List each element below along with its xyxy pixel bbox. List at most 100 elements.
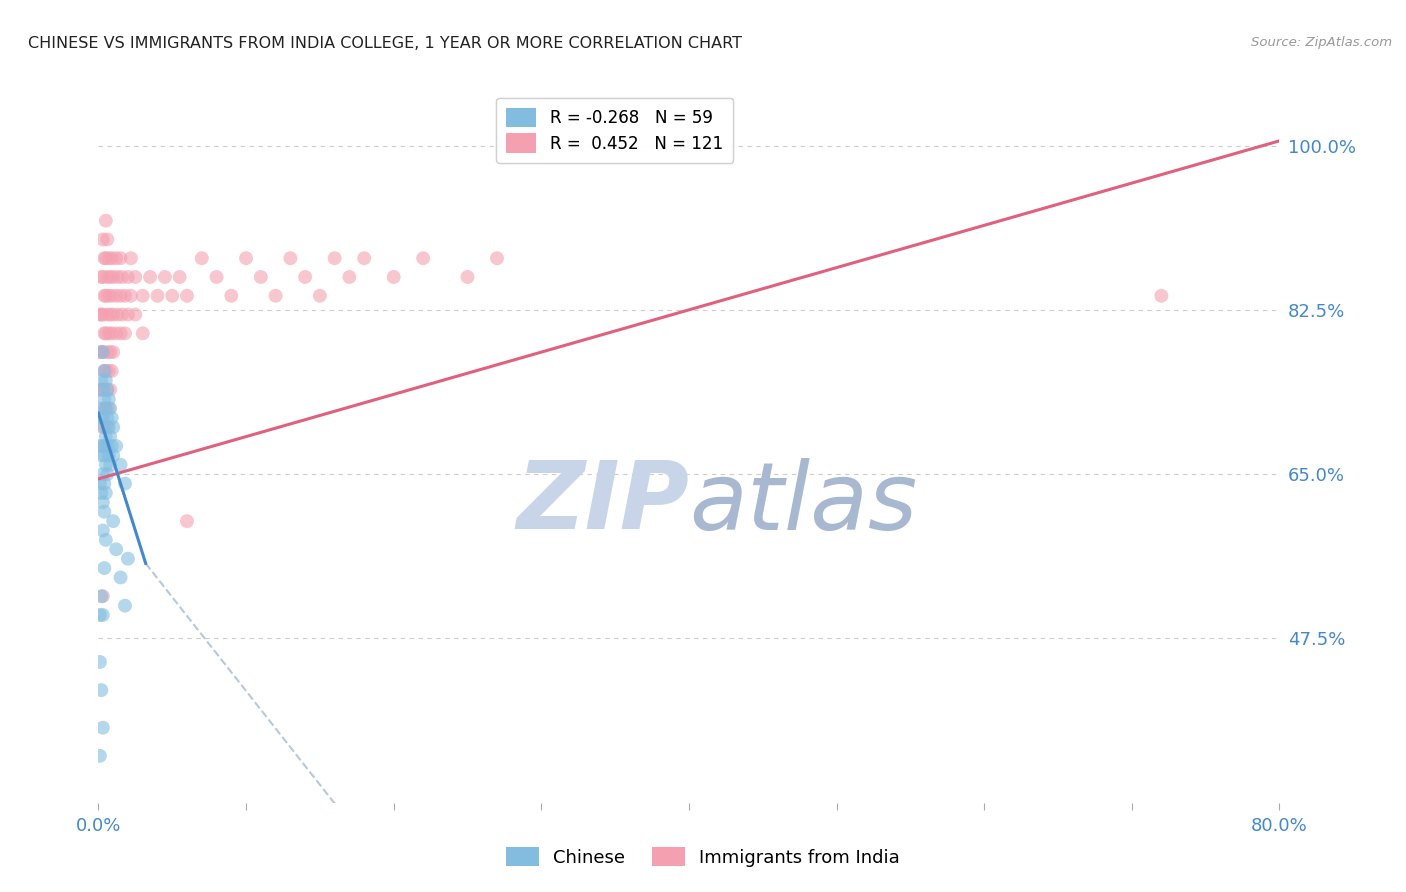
Point	[97, 251, 120, 265]
Point	[91, 270, 114, 285]
Point	[309, 289, 332, 303]
Point	[235, 251, 257, 265]
Point	[91, 524, 114, 538]
Point	[103, 449, 125, 463]
Point	[457, 270, 479, 285]
Point	[97, 449, 120, 463]
Point	[93, 251, 115, 265]
Point	[91, 721, 114, 735]
Point	[117, 308, 139, 322]
Point	[90, 589, 112, 603]
Point	[100, 251, 122, 265]
Point	[93, 420, 115, 434]
Point	[93, 561, 115, 575]
Point	[91, 383, 114, 397]
Point	[114, 599, 136, 613]
Point	[89, 383, 111, 397]
Point	[97, 401, 120, 416]
Point	[100, 364, 122, 378]
Point	[105, 289, 128, 303]
Point	[93, 392, 115, 406]
Point	[90, 383, 112, 397]
Point	[111, 308, 134, 322]
Point	[96, 345, 118, 359]
Point	[96, 420, 118, 434]
Point	[93, 364, 115, 378]
Point	[162, 289, 183, 303]
Point	[90, 373, 112, 387]
Point	[91, 345, 114, 359]
Point	[94, 458, 117, 472]
Point	[176, 514, 198, 528]
Point	[89, 439, 111, 453]
Point	[98, 345, 121, 359]
Point	[110, 251, 132, 265]
Text: ZIP: ZIP	[516, 457, 689, 549]
Point	[94, 429, 117, 443]
Point	[91, 495, 114, 509]
Point	[96, 308, 118, 322]
Point	[94, 533, 117, 547]
Point	[90, 308, 112, 322]
Point	[114, 326, 136, 341]
Point	[100, 410, 122, 425]
Point	[110, 289, 132, 303]
Point	[103, 514, 125, 528]
Point	[91, 345, 114, 359]
Point	[89, 308, 111, 322]
Point	[100, 439, 122, 453]
Point	[191, 251, 214, 265]
Point	[486, 251, 509, 265]
Point	[89, 655, 111, 669]
Point	[98, 383, 121, 397]
Point	[98, 429, 121, 443]
Point	[90, 410, 112, 425]
Point	[105, 542, 128, 557]
Point	[90, 871, 112, 885]
Point	[98, 270, 121, 285]
Point	[132, 326, 155, 341]
Point	[111, 270, 134, 285]
Point	[110, 326, 132, 341]
Point	[91, 420, 114, 434]
Point	[107, 308, 129, 322]
Point	[89, 476, 111, 491]
Point	[114, 476, 136, 491]
Text: atlas: atlas	[689, 458, 917, 549]
Point	[412, 251, 434, 265]
Point	[97, 364, 120, 378]
Point	[110, 458, 132, 472]
Point	[94, 486, 117, 500]
Point	[382, 270, 405, 285]
Point	[93, 326, 115, 341]
Point	[124, 308, 146, 322]
Point	[110, 570, 132, 584]
Point	[94, 289, 117, 303]
Point	[90, 486, 112, 500]
Point	[93, 401, 115, 416]
Point	[96, 232, 118, 246]
Point	[105, 251, 128, 265]
Point	[103, 345, 125, 359]
Point	[96, 383, 118, 397]
Point	[103, 270, 125, 285]
Legend: Chinese, Immigrants from India: Chinese, Immigrants from India	[499, 840, 907, 874]
Point	[91, 607, 114, 622]
Point	[94, 401, 117, 416]
Point	[91, 383, 114, 397]
Point	[97, 326, 120, 341]
Point	[96, 383, 118, 397]
Point	[97, 289, 120, 303]
Point	[124, 270, 146, 285]
Point	[169, 270, 191, 285]
Point	[94, 401, 117, 416]
Text: CHINESE VS IMMIGRANTS FROM INDIA COLLEGE, 1 YEAR OR MORE CORRELATION CHART: CHINESE VS IMMIGRANTS FROM INDIA COLLEGE…	[28, 36, 742, 51]
Point	[90, 270, 112, 285]
Point	[120, 289, 142, 303]
Point	[94, 213, 117, 227]
Point	[153, 270, 176, 285]
Point	[90, 345, 112, 359]
Legend: R = -0.268   N = 59, R =  0.452   N = 121: R = -0.268 N = 59, R = 0.452 N = 121	[496, 97, 733, 162]
Point	[91, 232, 114, 246]
Point	[90, 683, 112, 698]
